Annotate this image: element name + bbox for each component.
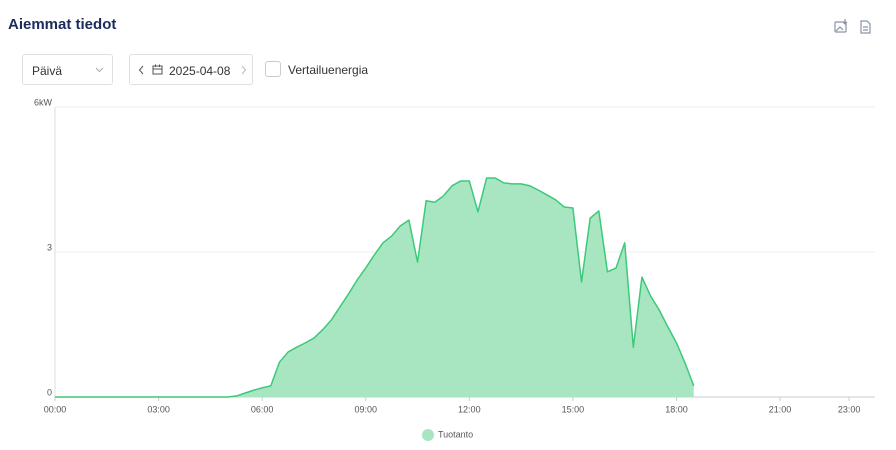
calendar-icon	[152, 64, 163, 75]
page-title: Aiemmat tiedot	[8, 16, 117, 33]
x-tick-label: 09:00	[354, 404, 377, 414]
line	[55, 177, 695, 398]
y-tick-label: 3	[47, 242, 52, 252]
x-tick-label: 06:00	[251, 404, 274, 414]
y-tick-label: 6kW	[34, 97, 53, 107]
period-value: Päivä	[32, 64, 63, 78]
x-tick-label: 18:00	[665, 404, 688, 414]
compare-label: Vertailuenergia	[288, 63, 369, 77]
x-tick-label: 21:00	[769, 404, 792, 414]
next-button[interactable]	[240, 65, 248, 75]
y-tick-label: 0	[47, 387, 52, 397]
area	[55, 178, 694, 397]
date-value: 2025-04-08	[169, 64, 231, 78]
toolbar-icons[interactable]	[834, 18, 878, 36]
x-tick-label: 15:00	[562, 404, 585, 414]
chart: 0 3 6kW 00:00 03:00 06:00 09:00 12:00 15:00 18:00…	[34, 97, 875, 441]
x-tick-label: 03:00	[147, 404, 170, 414]
dropdown-arrow	[95, 67, 104, 73]
x-tick-label: 12:00	[458, 404, 481, 414]
x-tick-label: 00:00	[44, 404, 67, 414]
period-select[interactable]: Päivä	[22, 54, 113, 85]
date-picker[interactable]: 2025-04-08	[129, 54, 253, 85]
legend-label: Tuotanto	[438, 429, 473, 439]
legend-marker	[422, 429, 434, 441]
x-tick-label: 23:00	[838, 404, 861, 414]
prev-button[interactable]	[138, 65, 146, 75]
compare-checkbox[interactable]	[265, 61, 281, 77]
